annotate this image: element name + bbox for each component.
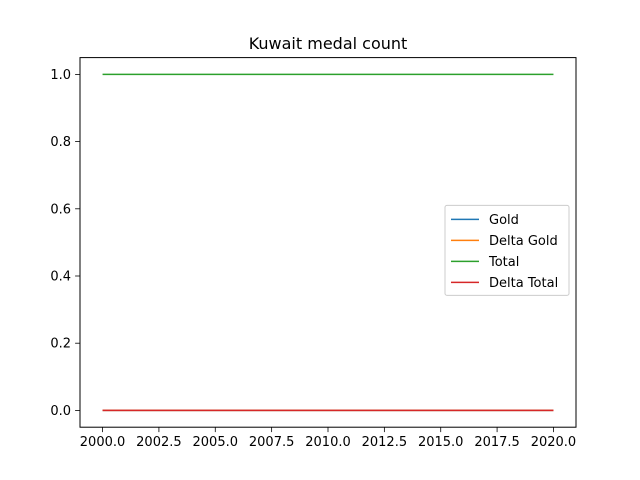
x-tick-label-2: 2005.0: [193, 435, 239, 450]
x-tick-label-3: 2007.5: [249, 435, 295, 450]
legend-label-3: Delta Total: [489, 276, 558, 291]
x-tick-label-8: 2020.0: [531, 435, 577, 450]
y-tick-label-2: 0.4: [50, 270, 71, 285]
x-tick-label-5: 2012.5: [362, 435, 408, 450]
legend-label-2: Total: [488, 255, 519, 270]
x-axis: 2000.0 2002.5 2005.0 2007.5 2010.0 2012.5 2015…: [80, 427, 576, 450]
series-layer: [102, 73, 554, 412]
y-tick-label-0: 0.0: [50, 404, 71, 419]
x-tick-label-7: 2017.5: [474, 435, 520, 450]
x-tick-label-1: 2002.5: [136, 435, 182, 450]
y-tick-label-5: 1.0: [50, 68, 71, 83]
y-axis: 0.0 0.2 0.4 0.6 0.8 1.0: [50, 68, 80, 419]
legend-label-0: Gold: [489, 213, 519, 228]
chart-title: Kuwait medal count: [249, 34, 408, 53]
legend-label-1: Delta Gold: [489, 234, 558, 249]
legend: Gold Delta Gold Total Delta Total: [444, 204, 570, 296]
x-tick-label-0: 2000.0: [80, 435, 126, 450]
legend-box: [444, 204, 570, 296]
x-tick-label-6: 2015.0: [418, 435, 464, 450]
y-tick-label-4: 0.8: [50, 135, 71, 150]
x-tick-label-4: 2010.0: [305, 435, 351, 450]
y-tick-label-1: 0.2: [50, 337, 71, 352]
y-tick-label-3: 0.6: [50, 202, 71, 217]
